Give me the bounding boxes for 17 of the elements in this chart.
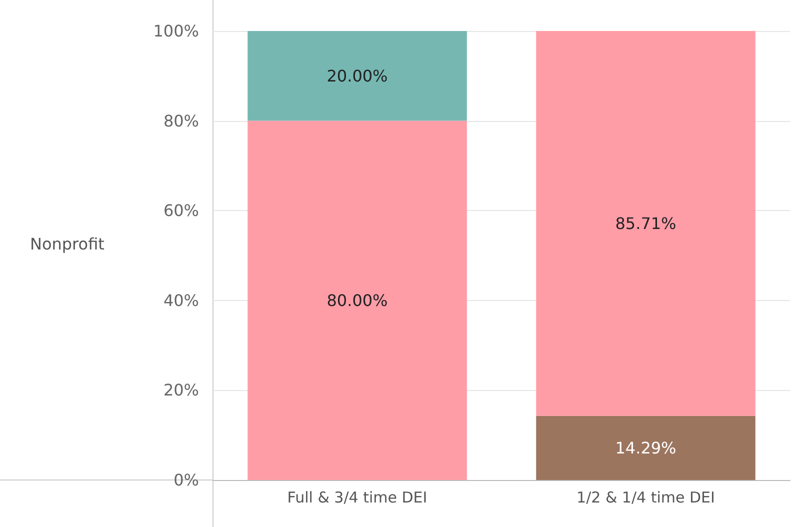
bar [248, 120, 467, 480]
y-tick-label: 0% [174, 470, 199, 490]
y-tick-label: 40% [163, 290, 199, 310]
data-label: 85.71% [615, 214, 676, 233]
data-label: 80.00% [326, 290, 388, 310]
bar [248, 31, 467, 121]
y-tick-label: 60% [163, 201, 199, 220]
y-axis-title: Nonprofit [30, 234, 104, 254]
x-tick-label: Full & 3/4 time DEI [287, 488, 428, 506]
y-tick-label: 100% [153, 22, 199, 40]
y-tick-label: 20% [163, 380, 199, 400]
data-label: 14.29% [615, 438, 676, 458]
x-tick-label: 1/2 & 1/4 time DEI [576, 488, 715, 506]
data-label: 20.00% [326, 66, 388, 86]
bar [536, 416, 756, 480]
y-tick-label: 80% [163, 111, 199, 130]
bar [536, 31, 756, 416]
